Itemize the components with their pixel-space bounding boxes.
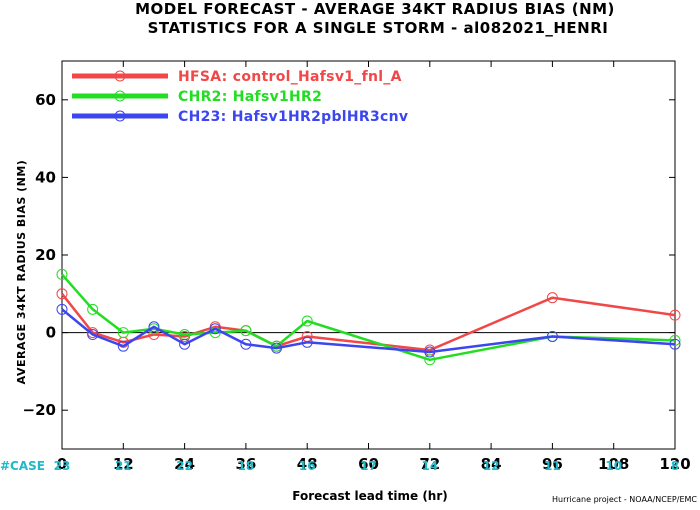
data-point: [117, 340, 129, 352]
data-point: [56, 288, 68, 300]
case-count: 21: [115, 459, 132, 473]
chart-subtitle: STATISTICS FOR A SINGLE STORM - al082021…: [148, 19, 609, 37]
case-count: 16: [299, 459, 316, 473]
case-count: 17: [360, 459, 377, 473]
x-tick-label: 0: [57, 455, 67, 473]
case-count: 22: [176, 459, 193, 473]
legend-label: HFSA: control_Hafsv1_fnl_A: [178, 69, 402, 85]
data-point: [179, 338, 191, 350]
case-count: 12: [483, 459, 500, 473]
data-point: [87, 329, 99, 341]
case-count: 11: [544, 459, 561, 473]
data-point: [301, 336, 313, 348]
y-axis-label: AVERAGE 34KT RADIUS BIAS (NM): [15, 160, 28, 385]
data-point: [271, 342, 283, 354]
case-count: 8: [671, 459, 679, 473]
x-tick-label: 60: [358, 455, 379, 473]
data-point: [209, 323, 221, 335]
data-point: [87, 303, 99, 315]
y-tick-label: 60: [35, 91, 56, 109]
legend-marker: [114, 110, 126, 122]
y-tick-label: −20: [23, 401, 56, 419]
legend-label: CHR2: Hafsv1HR2: [178, 89, 322, 105]
legend-marker: [114, 90, 126, 102]
y-tick-label: 20: [35, 246, 56, 264]
legend-label: CH23: Hafsv1HR2pblHR3cnv: [178, 109, 408, 125]
data-point: [117, 327, 129, 339]
x-tick-label: 48: [297, 455, 318, 473]
y-tick-label: 40: [35, 168, 56, 186]
data-point: [424, 346, 436, 358]
series-line: [61, 308, 676, 354]
data-point: [546, 330, 558, 342]
data-point: [56, 268, 68, 280]
data-point: [240, 338, 252, 350]
cases-label: #CASE: [0, 459, 45, 473]
series-line: [61, 273, 676, 362]
legend-marker: [114, 70, 126, 82]
data-point: [669, 309, 681, 321]
x-tick-label: 24: [174, 455, 195, 473]
x-axis-label: Forecast lead time (hr): [292, 489, 448, 503]
data-point: [546, 292, 558, 304]
x-tick-label: 108: [598, 455, 629, 473]
chart-title: MODEL FORECAST - AVERAGE 34KT RADIUS BIA…: [135, 0, 615, 18]
data-point: [424, 354, 436, 366]
data-point: [56, 303, 68, 315]
x-tick-label: 12: [113, 455, 134, 473]
x-tick-label: 96: [542, 455, 563, 473]
y-tick-label: 0: [46, 324, 56, 342]
x-tick-label: 72: [419, 455, 440, 473]
data-point: [301, 315, 313, 327]
data-point: [669, 334, 681, 346]
case-count: 10: [605, 459, 622, 473]
data-point: [240, 325, 252, 337]
case-count: 18: [238, 459, 255, 473]
case-count: 14: [421, 459, 438, 473]
x-tick-label: 36: [235, 455, 256, 473]
credit-text: Hurricane project - NOAA/NCEP/EMC: [552, 495, 697, 504]
case-count: 23: [54, 459, 71, 473]
data-point: [669, 338, 681, 350]
data-point: [148, 321, 160, 333]
x-tick-label: 84: [481, 455, 502, 473]
x-tick-label: 120: [659, 455, 690, 473]
